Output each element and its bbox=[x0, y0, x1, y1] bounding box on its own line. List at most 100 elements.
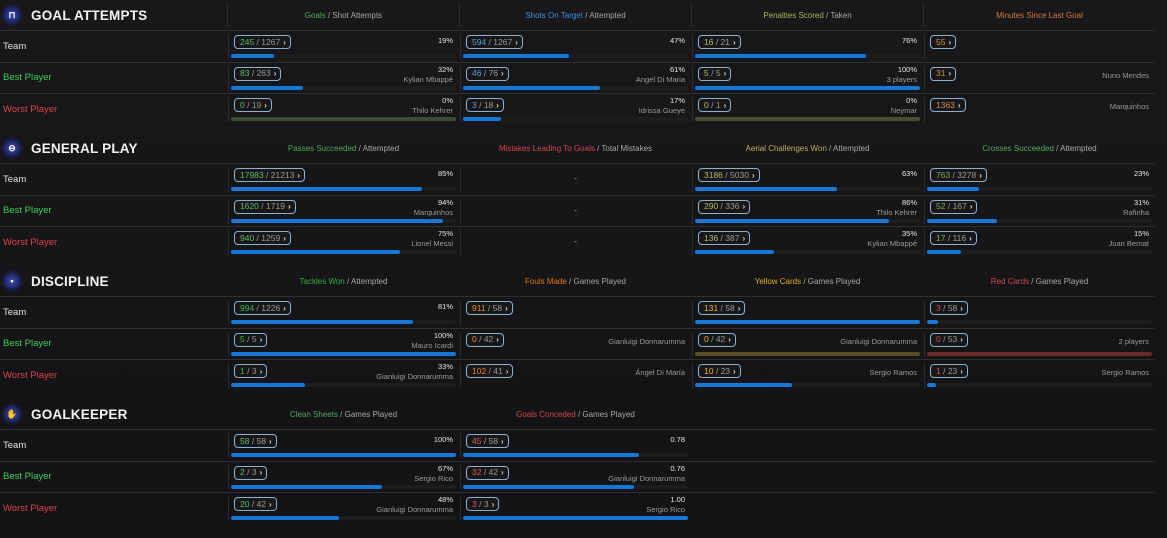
stat-value-button[interactable]: 10 / 23 › bbox=[698, 364, 741, 378]
stat-value-button[interactable]: 16 / 21 › bbox=[698, 35, 741, 49]
player-name[interactable]: 2 players bbox=[1118, 336, 1149, 346]
stat-value-button[interactable]: 0 / 53 › bbox=[930, 332, 968, 347]
stat-value-button[interactable]: 55 › bbox=[930, 35, 957, 49]
player-name[interactable]: Mauro Icardi bbox=[411, 340, 453, 350]
stat-value-button[interactable]: 0 / 42 › bbox=[698, 332, 736, 347]
stat-cell: 763 / 3278 › 23% bbox=[924, 164, 1155, 194]
stat-numerator: 911 bbox=[472, 302, 486, 313]
player-name[interactable]: Gianluigi Donnarumma bbox=[376, 505, 453, 514]
stat-cell: 5 / 5 › 100% 3 players bbox=[692, 63, 923, 93]
progress-track bbox=[695, 351, 920, 356]
stat-value-button[interactable]: 17983 / 21213 › bbox=[234, 168, 306, 182]
player-name[interactable]: Sergio Rico bbox=[414, 473, 453, 483]
progress-track bbox=[231, 117, 456, 121]
stat-value-button[interactable]: 594 / 1267 › bbox=[466, 35, 523, 49]
stat-value-button[interactable]: 763 / 3278 › bbox=[930, 168, 987, 182]
player-name[interactable]: Gianluigi Donnarumma bbox=[608, 336, 685, 346]
player-name[interactable]: Sergio Rico bbox=[646, 505, 685, 514]
player-name[interactable]: Juan Bernat bbox=[1108, 239, 1149, 248]
stat-numerator: 3 bbox=[472, 498, 477, 509]
stat-percentage: 61% bbox=[669, 64, 685, 74]
stat-denominator: 21 bbox=[720, 36, 731, 47]
stat-value-button[interactable]: 1 / 3 › bbox=[234, 364, 268, 378]
player-name[interactable]: Gianluigi Donnarumma bbox=[840, 336, 917, 346]
stat-value-button[interactable]: 3 / 18 › bbox=[466, 98, 504, 112]
stat-value-button[interactable]: 1363 › bbox=[930, 98, 966, 112]
cell-divider bbox=[460, 363, 461, 388]
stat-percentage: 31% bbox=[1133, 197, 1149, 207]
stat-percentage: 100% bbox=[433, 330, 453, 340]
stat-value-button[interactable]: 136 / 387 › bbox=[698, 231, 751, 245]
progress-track bbox=[231, 187, 456, 191]
stat-value-button[interactable]: 0 / 42 › bbox=[466, 332, 504, 347]
cell-divider bbox=[924, 65, 925, 91]
stat-numerator: 3 bbox=[472, 99, 477, 110]
stat-percentage: 100% bbox=[433, 435, 453, 444]
player-name[interactable]: 3 players bbox=[886, 74, 917, 84]
player-name[interactable]: Kylian Mbappé bbox=[403, 74, 453, 84]
player-name[interactable]: Thilo Kehrer bbox=[412, 106, 453, 115]
player-name[interactable]: Sergio Ramos bbox=[1101, 368, 1149, 377]
stat-value-button[interactable]: 940 / 1259 › bbox=[234, 231, 291, 245]
stat-value-button[interactable]: 46 / 76 › bbox=[466, 66, 509, 81]
column-header-denominator: / Games Played bbox=[575, 409, 635, 419]
player-name[interactable]: Rafinha bbox=[1123, 207, 1149, 217]
stat-cell: 32 / 42 › 0.76 Gianluigi Donnarumma bbox=[460, 462, 691, 492]
row-label-team: Team bbox=[3, 173, 27, 185]
progress-track bbox=[231, 383, 456, 387]
stat-denominator: 58 bbox=[256, 435, 267, 446]
cell-divider bbox=[692, 97, 693, 122]
stat-value-button[interactable]: 1620 / 1719 › bbox=[234, 199, 296, 214]
stat-value-button[interactable]: 994 / 1226 › bbox=[234, 301, 291, 315]
stat-value-button[interactable]: 911 / 58 › bbox=[466, 301, 513, 315]
stat-value-button[interactable]: 2 / 3 › bbox=[234, 465, 268, 480]
player-name[interactable]: Nuno Mendes bbox=[1102, 70, 1149, 80]
stat-value-button[interactable]: 5 / 5 › bbox=[234, 332, 268, 347]
section-name: GOAL ATTEMPTS bbox=[31, 7, 148, 23]
stat-value-button[interactable]: 52 / 167 › bbox=[930, 199, 978, 214]
column-header-denominator: / Attempted bbox=[582, 10, 626, 20]
player-name[interactable]: Kylian Mbappé bbox=[867, 239, 917, 248]
cell-divider bbox=[228, 464, 229, 490]
progress-track bbox=[695, 320, 920, 324]
player-name[interactable]: Lionel Messi bbox=[411, 239, 453, 248]
column-header: Crosses Succeeded / Attempted bbox=[924, 133, 1155, 163]
stat-value-button[interactable]: 0 / 1 › bbox=[698, 98, 732, 112]
stat-value-button[interactable]: 45 / 58 › bbox=[466, 434, 509, 448]
cell-divider bbox=[924, 167, 925, 192]
player-name[interactable]: Gianluigi Donnarumma bbox=[376, 372, 453, 381]
stat-value-button[interactable]: 102 / 41 › bbox=[466, 364, 514, 378]
stat-value-button[interactable]: 1 / 23 › bbox=[930, 364, 968, 378]
cell-divider bbox=[692, 198, 693, 224]
stat-value-button[interactable]: 3186 / 5030 › bbox=[698, 168, 760, 182]
stat-value-button[interactable]: 3 / 3 › bbox=[466, 497, 500, 511]
stat-value-button[interactable]: 31 › bbox=[930, 66, 957, 81]
stat-value-button[interactable]: 32 / 42 › bbox=[466, 465, 509, 480]
player-name[interactable]: Angel Di Maria bbox=[635, 74, 685, 84]
player-name[interactable]: Thilo Kehrer bbox=[876, 207, 917, 217]
player-name[interactable]: Marquinhos bbox=[1109, 102, 1149, 111]
column-header-denominator: / Attempted bbox=[1053, 143, 1097, 153]
stat-value-button[interactable]: 58 / 58 › bbox=[234, 434, 277, 448]
section-title: ⊖ GENERAL PLAY bbox=[0, 133, 226, 163]
player-name[interactable]: Gianluigi Donnarumma bbox=[608, 473, 685, 483]
stat-value-button[interactable]: 131 / 58 › bbox=[698, 301, 746, 315]
stat-value-button[interactable]: 290 / 336 › bbox=[698, 199, 751, 214]
player-name[interactable]: Ángel Di María bbox=[635, 368, 685, 377]
stat-value-button[interactable]: 5 / 5 › bbox=[698, 66, 732, 81]
stat-value-button[interactable]: 20 / 42 › bbox=[234, 497, 277, 511]
stat-value-button[interactable]: 245 / 1267 › bbox=[234, 35, 291, 49]
player-name[interactable]: Neymar bbox=[890, 106, 917, 115]
stat-separator: / bbox=[476, 498, 484, 509]
stat-value-button[interactable]: 83 / 263 › bbox=[234, 66, 282, 81]
stat-value-button[interactable]: 0 / 19 › bbox=[234, 98, 272, 112]
chevron-right-icon: › bbox=[979, 170, 982, 180]
player-name[interactable]: Idrissa Gueye bbox=[638, 106, 685, 115]
stat-separator: / bbox=[708, 99, 716, 110]
stat-value-button[interactable]: 3 / 58 › bbox=[930, 301, 968, 315]
stat-cell: 3 / 3 › 1.00 Sergio Rico bbox=[460, 493, 691, 523]
progress-fill bbox=[231, 351, 456, 356]
player-name[interactable]: Sergio Ramos bbox=[869, 368, 917, 377]
player-name[interactable]: Marquinhos bbox=[413, 207, 453, 217]
stat-value-button[interactable]: 17 / 116 › bbox=[930, 231, 977, 245]
